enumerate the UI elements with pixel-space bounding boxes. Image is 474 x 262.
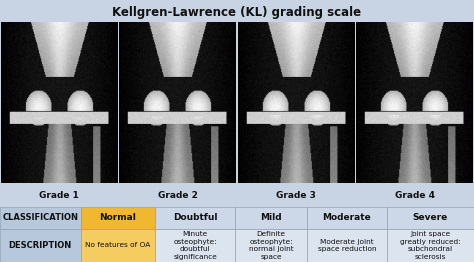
Bar (81, 229, 155, 262)
Text: No features of OA: No features of OA (85, 243, 151, 248)
Text: Grade 4: Grade 4 (395, 191, 435, 200)
Text: Normal: Normal (100, 214, 137, 222)
Bar (0, 207, 81, 229)
Bar (307, 229, 387, 262)
Text: DESCRIPTION: DESCRIPTION (9, 241, 72, 250)
Text: Grade 1: Grade 1 (39, 191, 79, 200)
Bar (235, 207, 307, 229)
Text: Moderate joint
space reduction: Moderate joint space reduction (318, 239, 376, 252)
Bar (387, 207, 474, 229)
Text: Kellgren-Lawrence (KL) grading scale: Kellgren-Lawrence (KL) grading scale (112, 6, 362, 19)
Text: Grade 2: Grade 2 (158, 191, 198, 200)
Text: Minute
osteophyte:
doubtful
significance: Minute osteophyte: doubtful significance (173, 231, 217, 260)
Text: Grade 3: Grade 3 (276, 191, 316, 200)
Text: Severe: Severe (413, 214, 448, 222)
Text: Moderate: Moderate (323, 214, 371, 222)
Bar (0, 229, 81, 262)
Bar (81, 207, 155, 229)
Bar (155, 207, 235, 229)
Text: Mild: Mild (260, 214, 282, 222)
Bar (387, 229, 474, 262)
Bar (235, 229, 307, 262)
Bar (307, 207, 387, 229)
Text: Definite
osteophyte:
normal joint
space: Definite osteophyte: normal joint space (249, 231, 293, 260)
Text: Doubtful: Doubtful (173, 214, 218, 222)
Text: CLASSIFICATION: CLASSIFICATION (2, 214, 78, 222)
Text: Joint space
greatly reduced:
subchondral
sclerosis: Joint space greatly reduced: subchondral… (400, 231, 461, 260)
Bar (155, 229, 235, 262)
